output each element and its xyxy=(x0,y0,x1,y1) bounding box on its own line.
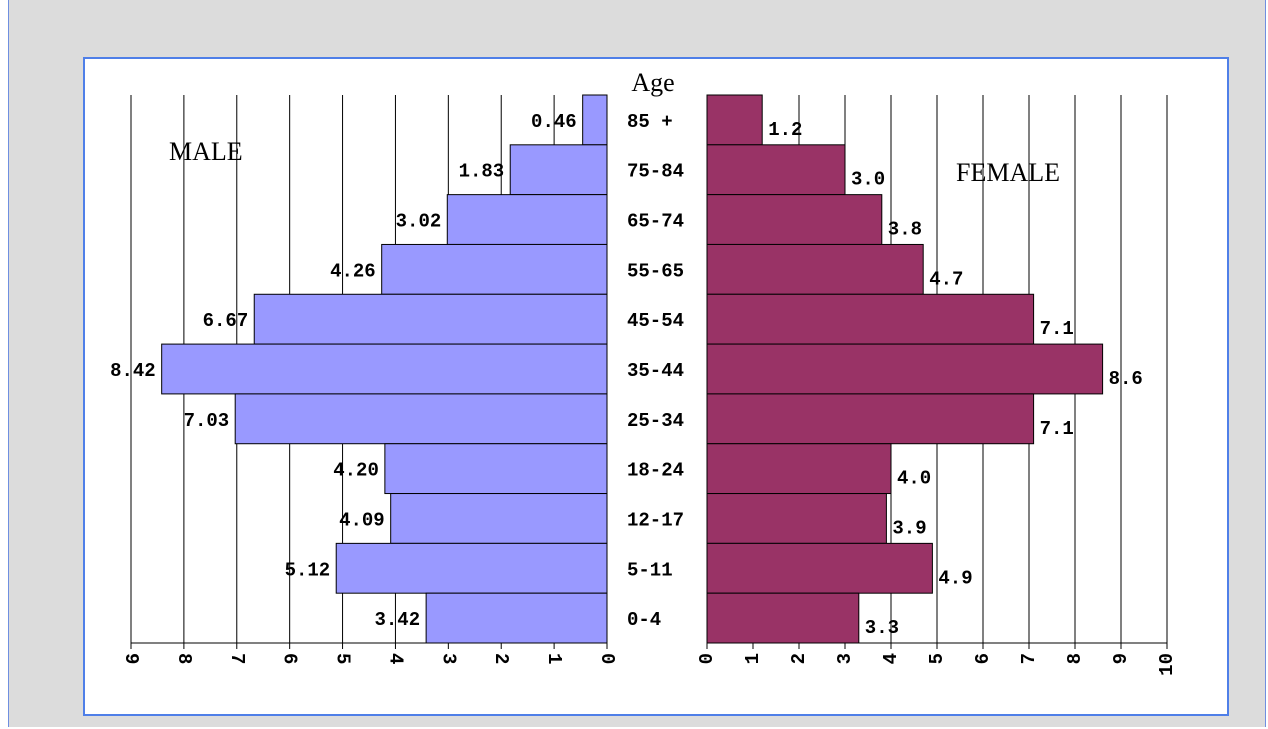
female-tick-label: 10 xyxy=(1156,653,1178,676)
age-category-label: 55-65 xyxy=(627,260,684,282)
age-category-label: 12-17 xyxy=(627,509,684,531)
chart-background: 0.46 1.83 3.02 4.26 6.67 8.42 7.03 4.20 4.09 5.12… xyxy=(8,0,1266,727)
female-data-label: 1.2 xyxy=(768,119,802,141)
female-bar xyxy=(706,592,860,644)
age-category-label: 5-11 xyxy=(627,559,673,581)
female-data-label: 7.1 xyxy=(1040,418,1074,440)
male-bar xyxy=(446,194,608,245)
female-tick-label: 8 xyxy=(1064,653,1086,664)
age-category-label: 35-44 xyxy=(627,360,684,382)
female-data-label: 7.1 xyxy=(1040,318,1074,340)
male-bar xyxy=(384,443,608,495)
male-data-label: 8.42 xyxy=(110,360,156,382)
female-tick-label: 1 xyxy=(742,653,764,664)
female-data-label: 4.0 xyxy=(897,468,931,490)
male-bar xyxy=(253,293,608,345)
female-bar xyxy=(706,542,933,594)
male-bar xyxy=(234,393,608,445)
female-tick-label: 9 xyxy=(1110,653,1132,664)
female-tick-label: 4 xyxy=(880,653,902,664)
population-pyramid-chart: 0.461.833.024.266.678.427.034.204.095.12… xyxy=(110,68,1178,676)
female-tick-label: 0 xyxy=(696,653,718,664)
female-bar xyxy=(706,144,846,196)
female-bar xyxy=(706,293,1035,345)
age-category-label: 65-74 xyxy=(627,211,684,233)
female-data-label: 4.9 xyxy=(938,567,972,589)
plot-area: 0.46 1.83 3.02 4.26 6.67 8.42 7.03 4.20 4.09 5.12… xyxy=(83,57,1229,716)
male-data-label: 3.42 xyxy=(375,609,421,631)
female-bar xyxy=(706,443,892,495)
female-data-label: 3.3 xyxy=(865,617,899,639)
male-data-label: 4.26 xyxy=(330,260,376,282)
male-tick-label: 3 xyxy=(437,653,459,664)
female-data-label: 3.9 xyxy=(892,517,926,539)
male-bar xyxy=(390,493,608,544)
female-bar xyxy=(706,343,1104,395)
male-bar xyxy=(161,343,608,395)
female-tick-label: 3 xyxy=(834,653,856,664)
male-data-label: 4.20 xyxy=(333,460,379,482)
male-data-label: 4.09 xyxy=(339,509,385,531)
female-data-label: 3.0 xyxy=(851,169,885,191)
female-tick-label: 6 xyxy=(972,653,994,664)
age-axis-title: Age xyxy=(631,68,674,97)
male-tick-label: 7 xyxy=(226,653,248,664)
male-data-label: 0.46 xyxy=(531,111,577,133)
female-bar xyxy=(706,493,887,544)
male-data-label: 7.03 xyxy=(184,410,230,432)
male-bar xyxy=(425,592,608,644)
female-data-label: 4.7 xyxy=(929,268,963,290)
male-data-label: 1.83 xyxy=(459,161,505,183)
age-category-label: 75-84 xyxy=(627,161,684,183)
age-category-label: 45-54 xyxy=(627,310,684,332)
age-category-label: 25-34 xyxy=(627,410,684,432)
male-tick-label: 8 xyxy=(173,653,195,664)
male-bar xyxy=(509,144,608,196)
female-tick-label: 5 xyxy=(926,653,948,664)
male-tick-label: 9 xyxy=(120,653,142,664)
age-category-label: 85 + xyxy=(627,111,673,133)
male-data-label: 3.02 xyxy=(396,211,442,233)
male-tick-label: 4 xyxy=(384,653,406,664)
male-tick-label: 6 xyxy=(279,653,301,664)
male-tick-label: 0 xyxy=(596,653,618,664)
male-bar xyxy=(335,542,608,594)
male-bar xyxy=(582,94,608,146)
female-tick-label: 7 xyxy=(1018,653,1040,664)
female-bar xyxy=(706,393,1035,445)
female-panel-title: FEMALE xyxy=(956,158,1060,187)
female-data-label: 3.8 xyxy=(888,219,922,241)
female-tick-label: 2 xyxy=(788,653,810,664)
age-category-label: 18-24 xyxy=(627,460,684,482)
age-category-label: 0-4 xyxy=(627,609,661,631)
male-tick-label: 5 xyxy=(332,653,354,664)
male-bar xyxy=(381,243,608,295)
female-bar xyxy=(706,194,883,245)
female-bar xyxy=(706,94,763,146)
male-data-label: 5.12 xyxy=(285,559,331,581)
female-data-label: 8.6 xyxy=(1109,368,1143,390)
male-panel-title: MALE xyxy=(169,137,243,166)
female-bar xyxy=(706,243,924,295)
male-tick-label: 2 xyxy=(490,653,512,664)
male-tick-label: 1 xyxy=(543,653,565,664)
male-data-label: 6.67 xyxy=(203,310,249,332)
